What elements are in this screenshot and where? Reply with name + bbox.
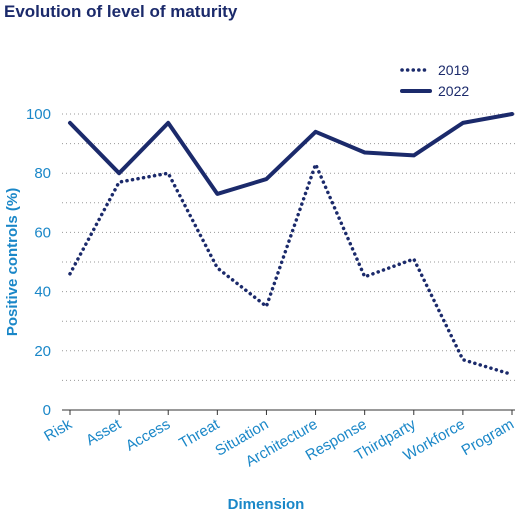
series-line-2022 xyxy=(68,112,514,196)
data-point-2019 xyxy=(412,257,416,261)
y-tick-label: 40 xyxy=(34,284,51,301)
data-point-2022 xyxy=(166,121,170,125)
data-point-2019 xyxy=(264,304,268,308)
data-point-2019 xyxy=(215,266,219,270)
y-tick-label: 20 xyxy=(34,343,51,360)
data-point-2022 xyxy=(264,177,268,181)
x-axis-label: Dimension xyxy=(228,496,305,513)
data-point-2019 xyxy=(510,372,514,376)
chart-title: Evolution of level of maturity xyxy=(4,2,238,21)
data-point-2022 xyxy=(314,130,318,134)
legend-label-2022: 2022 xyxy=(438,83,469,99)
data-point-2019 xyxy=(461,358,465,362)
data-point-2019 xyxy=(68,272,72,276)
data-point-2019 xyxy=(314,162,318,166)
y-axis-label: Positive controls (%) xyxy=(4,188,21,336)
x-tick-label: Risk xyxy=(41,415,75,445)
data-point-2022 xyxy=(117,171,121,175)
data-point-2019 xyxy=(363,275,367,279)
y-tick-label: 60 xyxy=(34,224,51,241)
legend-label-2019: 2019 xyxy=(438,62,469,78)
y-tick-label: 80 xyxy=(34,165,51,182)
legend: 2019 2022 xyxy=(400,62,469,99)
x-tick-label: Program xyxy=(459,416,517,459)
y-tick-label: 100 xyxy=(26,106,51,123)
data-point-2022 xyxy=(510,112,514,116)
y-tick-label: 0 xyxy=(43,402,51,419)
x-tick-label: Access xyxy=(123,416,173,455)
data-point-2019 xyxy=(166,171,170,175)
gridlines xyxy=(62,113,515,411)
series-line-2019 xyxy=(68,162,514,377)
data-point-2022 xyxy=(363,150,367,154)
data-point-2019 xyxy=(117,180,121,184)
x-tick-label: Asset xyxy=(83,415,125,449)
data-point-2022 xyxy=(412,153,416,157)
data-point-2022 xyxy=(461,121,465,125)
series-lines xyxy=(68,112,514,377)
data-point-2022 xyxy=(215,192,219,196)
data-point-2022 xyxy=(68,121,72,125)
